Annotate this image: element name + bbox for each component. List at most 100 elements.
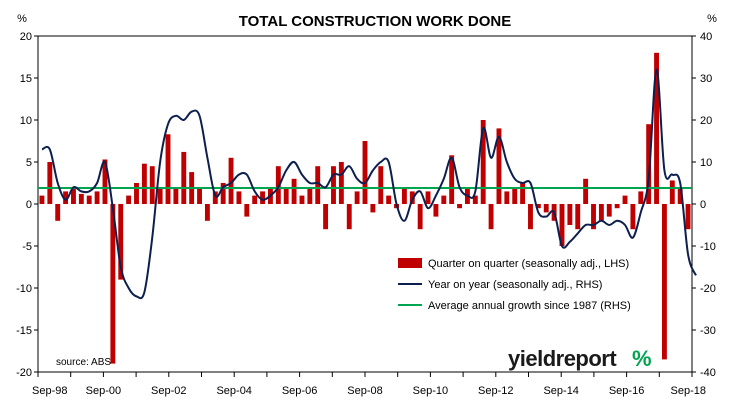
bar-63 bbox=[535, 204, 541, 209]
bar-48 bbox=[417, 204, 423, 230]
bar-58 bbox=[496, 128, 502, 204]
bar-23 bbox=[220, 183, 226, 204]
bars-series bbox=[39, 52, 691, 364]
bar-52 bbox=[449, 155, 455, 204]
bar-79 bbox=[661, 204, 667, 360]
legend-label-line: Year on year (seasonally adj., RHS) bbox=[428, 279, 602, 291]
bar-55 bbox=[472, 195, 478, 204]
bar-0 bbox=[39, 195, 45, 204]
bar-64 bbox=[543, 204, 549, 213]
left-tick-label-6: -10 bbox=[16, 283, 32, 295]
yoy-line bbox=[41, 68, 697, 300]
bar-24 bbox=[228, 157, 234, 204]
bar-15 bbox=[157, 187, 163, 204]
bar-53 bbox=[457, 204, 462, 209]
right-axis: 40 30 20 10 0 -10 -20 -30 -40 bbox=[692, 31, 716, 379]
bar-41 bbox=[362, 141, 368, 204]
bar-57 bbox=[488, 204, 494, 230]
bar-1 bbox=[47, 162, 53, 204]
bar-69 bbox=[583, 178, 589, 204]
legend-swatch-bar bbox=[398, 258, 422, 268]
left-tick-label-4: 0 bbox=[26, 199, 32, 211]
bar-78 bbox=[654, 52, 659, 204]
x-tick-label-2: Sep-02 bbox=[151, 385, 186, 397]
bar-75 bbox=[630, 204, 636, 230]
bar-34 bbox=[307, 187, 313, 204]
right-tick-label-3: 10 bbox=[700, 157, 712, 169]
bar-81 bbox=[677, 187, 683, 204]
bar-10 bbox=[118, 204, 124, 280]
right-tick-label-6: -20 bbox=[700, 283, 716, 295]
bar-3 bbox=[63, 191, 69, 204]
bar-73 bbox=[614, 204, 620, 209]
bar-76 bbox=[638, 191, 644, 204]
bar-56 bbox=[480, 120, 486, 204]
bar-74 bbox=[622, 195, 628, 204]
bar-25 bbox=[236, 191, 242, 204]
logo-wordmark: yieldreport bbox=[508, 346, 617, 371]
bar-14 bbox=[149, 166, 155, 204]
left-axis: 20 15 10 5 0 -5 -10 -15 -20 bbox=[16, 31, 38, 379]
bar-13 bbox=[141, 163, 147, 204]
bar-49 bbox=[425, 191, 431, 204]
bar-26 bbox=[244, 204, 250, 217]
x-tick-label-10: Sep-18 bbox=[671, 385, 706, 397]
yieldreport-logo: yieldreport % bbox=[508, 346, 652, 371]
bar-36 bbox=[323, 204, 329, 230]
x-tick-label-8: Sep-14 bbox=[543, 385, 578, 397]
left-tick-label-3: 5 bbox=[26, 157, 32, 169]
bar-7 bbox=[94, 191, 100, 204]
x-tick-label-7: Sep-12 bbox=[478, 385, 513, 397]
right-tick-label-8: -40 bbox=[700, 367, 716, 379]
bar-37 bbox=[331, 166, 336, 204]
bar-40 bbox=[354, 191, 360, 204]
bar-80 bbox=[669, 180, 675, 204]
legend-label-avg: Average annual growth since 1987 (RHS) bbox=[428, 300, 631, 312]
bar-2 bbox=[55, 204, 61, 221]
right-tick-label-1: 30 bbox=[700, 73, 712, 85]
bar-35 bbox=[315, 166, 321, 204]
bar-50 bbox=[433, 204, 439, 217]
legend: Quarter on quarter (seasonally adj., LHS… bbox=[398, 258, 631, 312]
bar-62 bbox=[528, 204, 533, 230]
bar-6 bbox=[86, 195, 92, 204]
source-note: source: ABS bbox=[56, 357, 111, 368]
bar-42 bbox=[370, 204, 376, 213]
bar-28 bbox=[260, 191, 266, 204]
chart-title: TOTAL CONSTRUCTION WORK DONE bbox=[239, 13, 512, 30]
left-tick-label-5: -5 bbox=[22, 241, 32, 253]
x-tick-label-9: Sep-16 bbox=[609, 385, 644, 397]
bar-66 bbox=[559, 204, 565, 246]
left-tick-label-0: 20 bbox=[20, 31, 32, 43]
legend-label-bar: Quarter on quarter (seasonally adj., LHS… bbox=[428, 258, 629, 270]
right-tick-label-5: -10 bbox=[700, 241, 716, 253]
bar-82 bbox=[685, 204, 691, 230]
x-tick-label-4: Sep-06 bbox=[282, 385, 317, 397]
bar-9 bbox=[110, 204, 116, 364]
left-tick-label-8: -20 bbox=[16, 367, 32, 379]
bar-8 bbox=[102, 159, 108, 204]
bar-71 bbox=[598, 204, 604, 221]
bar-72 bbox=[606, 204, 612, 217]
bar-33 bbox=[299, 195, 305, 204]
right-tick-label-0: 40 bbox=[700, 31, 712, 43]
bar-30 bbox=[275, 166, 281, 204]
bar-44 bbox=[386, 195, 392, 204]
bar-21 bbox=[204, 204, 210, 221]
x-tick-label-6: Sep-10 bbox=[413, 385, 448, 397]
x-axis: Sep-98 Sep-00 Sep-02 Sep-04 Sep-06 Sep-08 Sep-… bbox=[32, 372, 706, 397]
bar-67 bbox=[567, 204, 573, 225]
x-tick-label-0: Sep-98 bbox=[32, 385, 67, 397]
bar-38 bbox=[338, 162, 344, 204]
right-tick-label-4: 0 bbox=[700, 199, 706, 211]
right-tick-label-2: 20 bbox=[700, 115, 712, 127]
logo-percent-icon: % bbox=[632, 346, 652, 371]
right-axis-unit: % bbox=[707, 13, 717, 25]
yoy-line-series bbox=[41, 68, 697, 300]
left-tick-label-1: 15 bbox=[20, 73, 32, 85]
bar-51 bbox=[441, 195, 447, 204]
bar-61 bbox=[520, 183, 526, 204]
left-tick-label-2: 10 bbox=[20, 115, 32, 127]
x-tick-label-1: Sep-00 bbox=[86, 385, 121, 397]
